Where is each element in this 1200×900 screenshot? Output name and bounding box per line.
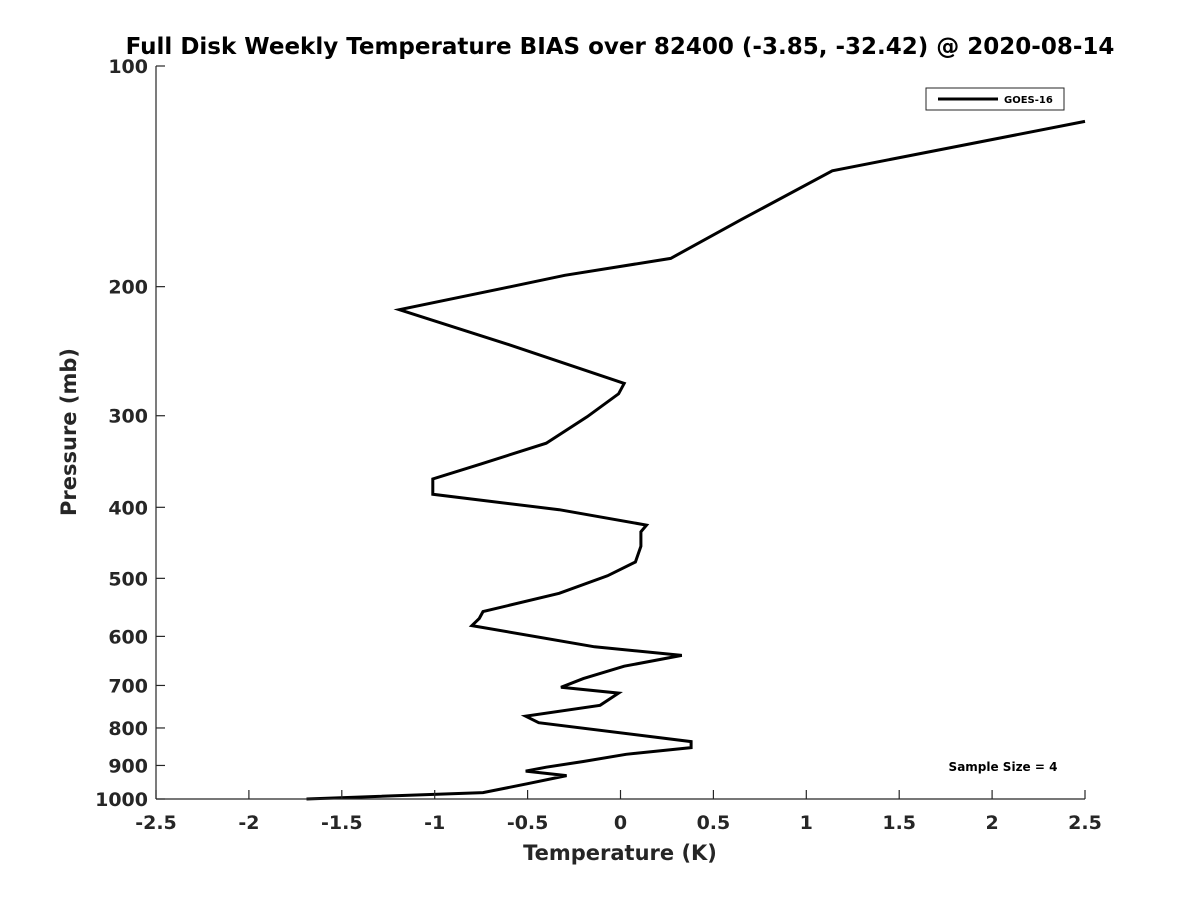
- plot-area: [306, 119, 1086, 801]
- y-tick-label: 700: [108, 675, 148, 697]
- x-tick-label: 0: [614, 812, 627, 834]
- legend: GOES-16: [925, 87, 1065, 111]
- x-axis-label: Temperature (K): [523, 841, 717, 865]
- sample-size-annotation: Sample Size = 4: [949, 760, 1058, 774]
- chart-title: Full Disk Weekly Temperature BIAS over 8…: [126, 34, 1115, 60]
- y-tick-label: 100: [108, 56, 148, 78]
- x-tick-label: 2: [985, 812, 998, 834]
- x-tick-label: 0.5: [697, 812, 731, 834]
- x-tick-label: -2.5: [135, 812, 177, 834]
- y-tick-label: 200: [108, 277, 148, 299]
- x-tick-label: 2.5: [1068, 812, 1102, 834]
- y-tick-label: 500: [108, 568, 148, 590]
- y-tick-label: 1000: [95, 789, 148, 811]
- y-tick-label: 600: [108, 626, 148, 648]
- y-axis-ticks: 100 200 300 400 500 600 700 800 900 1000: [95, 56, 165, 811]
- legend-entry-goes-16: GOES-16: [1004, 95, 1053, 106]
- axes: -2.5 -2 -1.5 -1 -0.5 0 0.5 1 1.5 2 2.5 100 200 300 40…: [95, 56, 1102, 834]
- y-axis-label: Pressure (mb): [57, 348, 81, 516]
- x-tick-label: -1: [424, 812, 445, 834]
- y-tick-label: 400: [108, 497, 148, 519]
- y-tick-label: 900: [108, 755, 148, 777]
- x-axis-ticks: -2.5 -2 -1.5 -1 -0.5 0 0.5 1 1.5 2 2.5: [135, 790, 1102, 834]
- x-tick-label: -2: [238, 812, 259, 834]
- y-tick-label: 800: [108, 718, 148, 740]
- x-tick-label: -0.5: [507, 812, 549, 834]
- series-line-goes-16: [306, 119, 1086, 801]
- x-tick-label: 1.5: [882, 812, 916, 834]
- x-tick-label: 1: [800, 812, 813, 834]
- x-tick-label: -1.5: [321, 812, 363, 834]
- y-tick-label: 300: [108, 406, 148, 428]
